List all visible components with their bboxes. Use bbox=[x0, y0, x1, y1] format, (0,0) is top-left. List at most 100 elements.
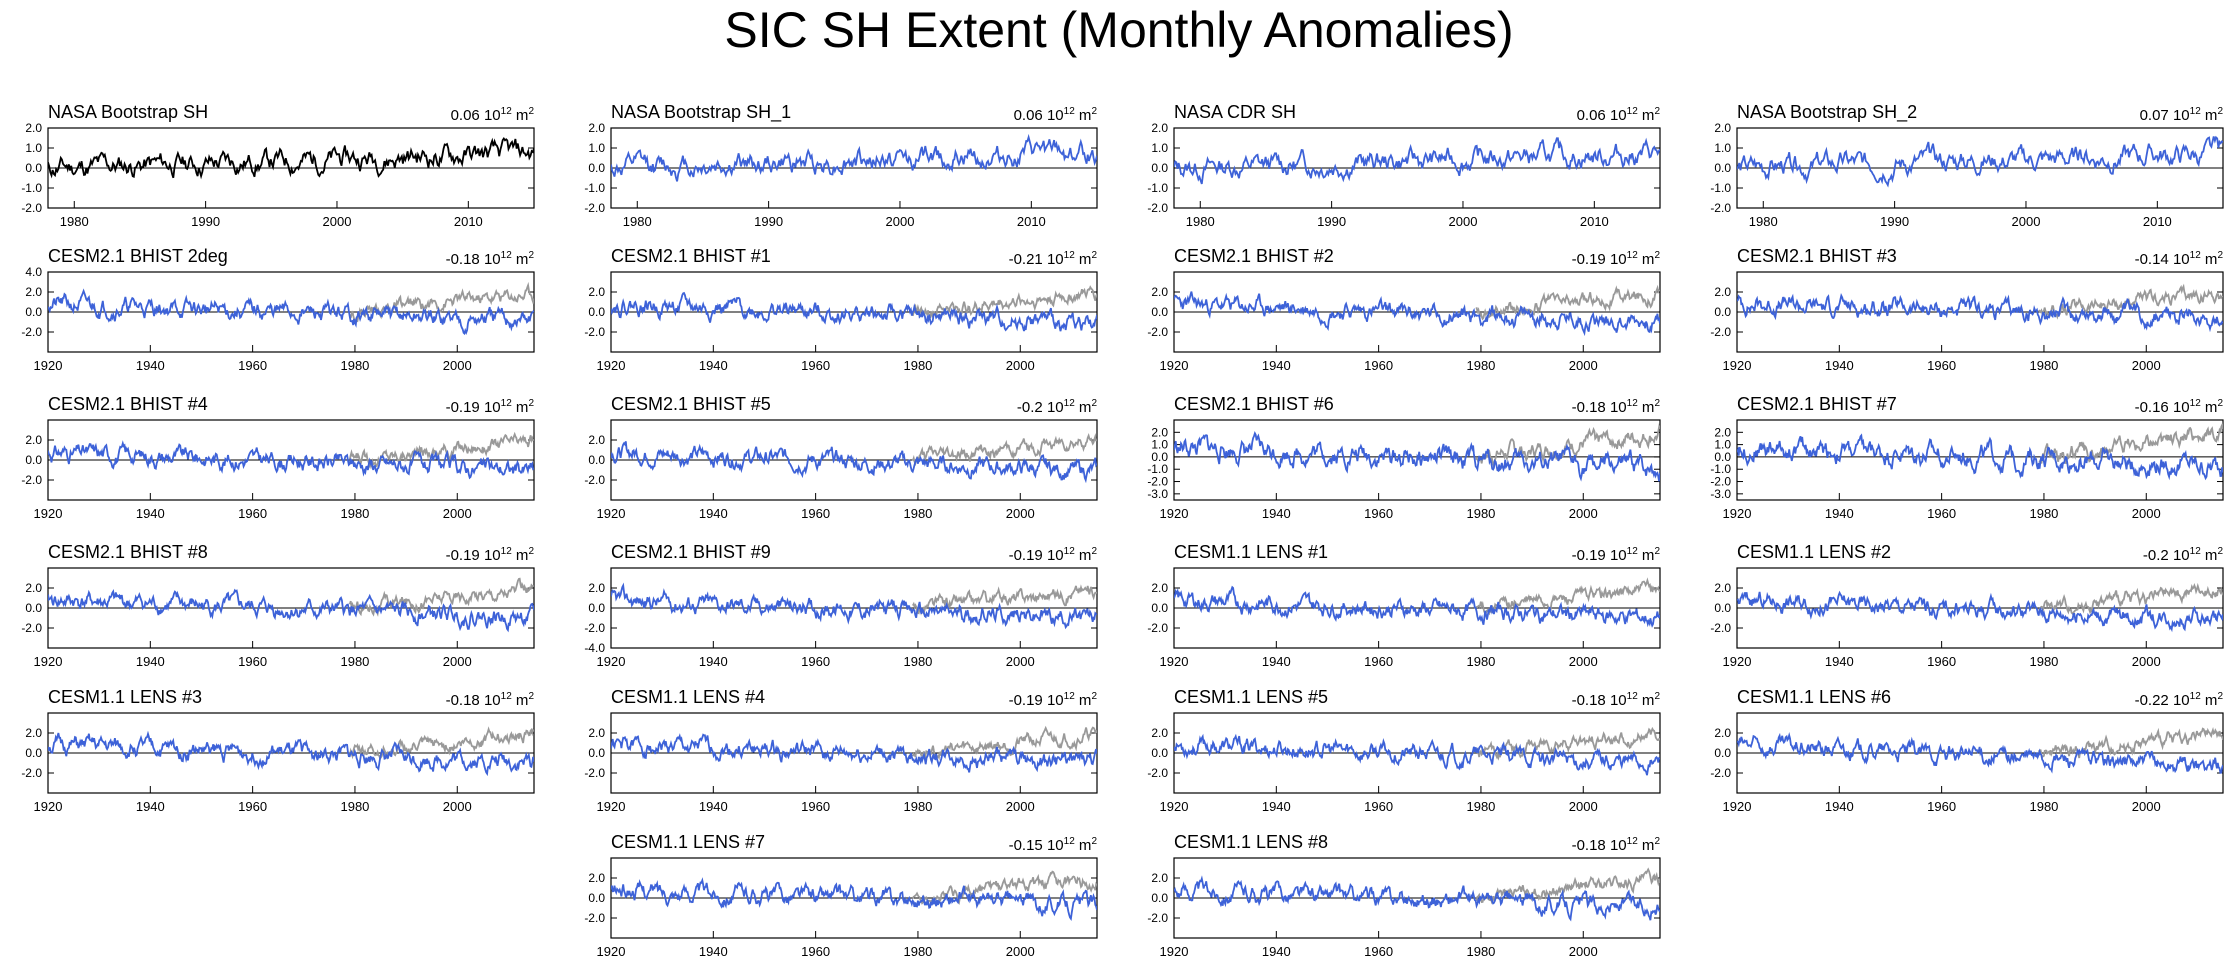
x-tick-label: 1940 bbox=[1825, 506, 1854, 521]
x-tick-label: 2000 bbox=[443, 654, 472, 669]
panel-trend-value: -0.19 1012 m2 bbox=[394, 398, 534, 416]
x-tick-label: 1980 bbox=[340, 506, 369, 521]
trend-number: -0.2 bbox=[2142, 547, 2169, 564]
x-tick-label: 1960 bbox=[1927, 506, 1956, 521]
y-tick-label: -3.0 bbox=[1147, 487, 1168, 501]
x-tick-label: 1920 bbox=[1723, 358, 1752, 373]
y-tick-label: -1.0 bbox=[584, 181, 605, 195]
trend-unit: 1012 m2 bbox=[479, 250, 534, 268]
y-tick-label: -2.0 bbox=[584, 201, 605, 215]
panel-plot: 2.0 1.0 0.0 -1.0 -2.0 1980 1990 2000 2010 bbox=[1147, 121, 1661, 229]
panel-plot: 2.0 0.0 -2.0 1920 1940 1960 1980 2000 bbox=[1147, 712, 1661, 814]
y-tick-label: -2.0 bbox=[1147, 911, 1168, 925]
y-tick-label: 0.0 bbox=[1714, 450, 1731, 464]
panel-plot: 2.0 0.0 -2.0 1920 1940 1960 1980 2000 bbox=[1147, 857, 1661, 959]
trend-number: -0.2 bbox=[1016, 399, 1043, 416]
model-series-line bbox=[1737, 590, 2223, 633]
x-tick-label: 2010 bbox=[1580, 214, 1609, 229]
panel-plot: 4.0 2.0 0.0 -2.0 1920 1940 1960 1980 2000 bbox=[21, 265, 535, 373]
observed-series-line bbox=[1475, 577, 1660, 616]
panel-trend-value: -0.18 1012 m2 bbox=[1520, 691, 1660, 709]
y-tick-label: 2.0 bbox=[1714, 285, 1731, 299]
x-tick-label: 1980 bbox=[2029, 506, 2058, 521]
model-series-line bbox=[48, 588, 534, 633]
model-series-line bbox=[1174, 733, 1660, 776]
panel-title: CESM2.1 BHIST #5 bbox=[611, 394, 771, 414]
trend-number: 0.07 bbox=[2139, 107, 2169, 124]
trend-unit: 1012 m2 bbox=[1605, 398, 1660, 416]
observed-series-line bbox=[2038, 422, 2223, 464]
y-tick-label: -2.0 bbox=[1710, 201, 1731, 215]
y-tick-label: -2.0 bbox=[1147, 325, 1168, 339]
trend-number: 0.06 bbox=[450, 107, 480, 124]
panel-title: CESM1.1 LENS #5 bbox=[1174, 687, 1329, 707]
model-series-line bbox=[1174, 430, 1660, 482]
y-tick-label: -2.0 bbox=[21, 325, 42, 339]
x-tick-label: 1920 bbox=[34, 358, 63, 373]
panel-plot: 2.0 1.0 0.0 -1.0 -2.0 1980 1990 2000 2010 bbox=[21, 121, 535, 229]
model-series-line bbox=[611, 441, 1097, 484]
x-tick-label: 2000 bbox=[1569, 654, 1598, 669]
y-tick-label: -2.0 bbox=[21, 621, 42, 635]
panel-title: NASA Bootstrap SH_2 bbox=[1737, 102, 1918, 122]
x-tick-label: 1940 bbox=[699, 654, 728, 669]
x-tick-label: 2000 bbox=[1006, 654, 1035, 669]
observed-series-line bbox=[348, 577, 534, 617]
x-tick-label: 1940 bbox=[1262, 654, 1291, 669]
y-tick-label: 0.0 bbox=[1151, 305, 1168, 319]
panel-trend-value: -0.19 1012 m2 bbox=[1520, 250, 1660, 268]
panel-trend-value: -0.18 1012 m2 bbox=[1520, 398, 1660, 416]
x-tick-label: 1980 bbox=[60, 214, 89, 229]
observed-series-line bbox=[348, 431, 534, 470]
panel-plot: 2.0 0.0 -2.0 1920 1940 1960 1980 2000 bbox=[584, 419, 1098, 521]
x-tick-label: 1990 bbox=[191, 214, 220, 229]
trend-number: -0.19 bbox=[1008, 692, 1043, 709]
x-tick-label: 1940 bbox=[1262, 944, 1291, 959]
y-tick-label: 2.0 bbox=[1151, 726, 1168, 740]
plot-frame bbox=[1736, 419, 2224, 501]
trend-unit: 1012 m2 bbox=[1042, 691, 1097, 709]
panel-title: CESM2.1 BHIST #6 bbox=[1174, 394, 1334, 414]
panel-trend-value: -0.18 1012 m2 bbox=[1520, 836, 1660, 854]
x-tick-label: 1940 bbox=[1262, 358, 1291, 373]
x-tick-label: 2000 bbox=[2132, 358, 2161, 373]
panel-title: NASA Bootstrap SH_1 bbox=[611, 102, 792, 122]
trend-unit: 1012 m2 bbox=[2168, 691, 2223, 709]
trend-unit: 1012 m2 bbox=[1605, 250, 1660, 268]
x-tick-label: 1940 bbox=[699, 506, 728, 521]
panel-plot: 2.0 0.0 -2.0 1920 1940 1960 1980 2000 bbox=[584, 271, 1098, 373]
observed-series-line bbox=[912, 584, 1097, 616]
trend-unit: 1012 m2 bbox=[2168, 250, 2223, 268]
y-tick-label: 2.0 bbox=[1714, 726, 1731, 740]
panel-trend-value: -0.16 1012 m2 bbox=[2083, 398, 2223, 416]
panel-title: CESM2.1 BHIST #7 bbox=[1737, 394, 1897, 414]
trend-unit: 1012 m2 bbox=[1042, 546, 1097, 564]
y-tick-label: 0.0 bbox=[1714, 161, 1731, 175]
x-tick-label: 2000 bbox=[323, 214, 352, 229]
trend-unit: 1012 m2 bbox=[2168, 546, 2223, 564]
panel-plot: 2.0 1.0 0.0 -1.0 -2.0 1980 1990 2000 2010 bbox=[1710, 121, 2224, 229]
figure-title: SIC SH Extent (Monthly Anomalies) bbox=[724, 2, 1514, 58]
x-tick-label: 1980 bbox=[340, 654, 369, 669]
x-tick-label: 1940 bbox=[1262, 799, 1291, 814]
trend-unit: 1012 m2 bbox=[1042, 250, 1097, 268]
y-tick-label: 0.0 bbox=[1714, 305, 1731, 319]
x-tick-label: 1940 bbox=[1825, 358, 1854, 373]
x-tick-label: 2000 bbox=[1569, 799, 1598, 814]
panel-title: CESM1.1 LENS #6 bbox=[1737, 687, 1892, 707]
y-tick-label: 1.0 bbox=[1714, 438, 1731, 452]
x-tick-label: 1960 bbox=[801, 944, 830, 959]
x-tick-label: 1960 bbox=[801, 506, 830, 521]
model-series-line bbox=[1737, 135, 2223, 188]
panel-title: CESM2.1 BHIST 2deg bbox=[48, 246, 228, 266]
trend-unit: 1012 m2 bbox=[479, 106, 534, 124]
trend-number: -0.14 bbox=[2134, 251, 2169, 268]
y-tick-label: 0.0 bbox=[588, 601, 605, 615]
panel-plot: 2.0 0.0 -2.0 1920 1940 1960 1980 2000 bbox=[1710, 712, 2224, 814]
y-tick-label: -4.0 bbox=[584, 641, 605, 655]
y-tick-label: 2.0 bbox=[1714, 121, 1731, 135]
y-tick-label: 0.0 bbox=[588, 746, 605, 760]
plot-frame bbox=[1173, 419, 1661, 501]
model-series-line bbox=[611, 133, 1097, 182]
trend-unit: 1012 m2 bbox=[1042, 836, 1097, 854]
